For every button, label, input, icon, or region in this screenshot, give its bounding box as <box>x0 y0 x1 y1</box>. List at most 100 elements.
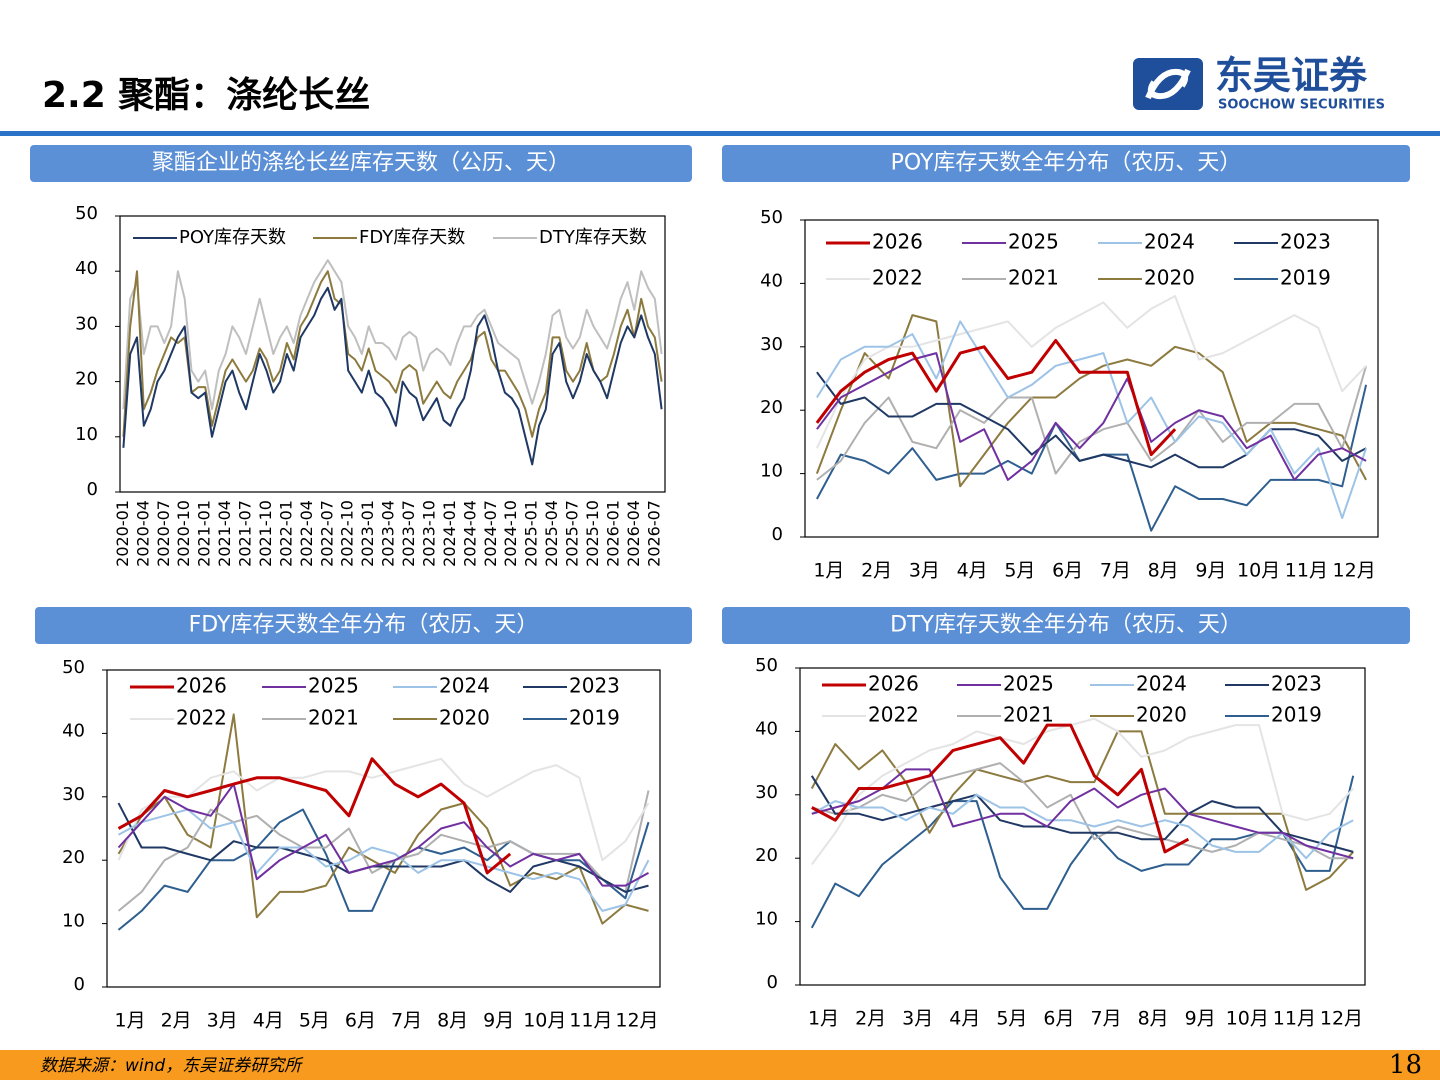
legend-label: POY库存天数 <box>179 227 286 248</box>
legend-label: 2024 <box>1144 230 1195 254</box>
x-tick-label: 6月 <box>1052 560 1083 582</box>
x-tick-label: 11月 <box>1273 1008 1316 1030</box>
x-tick-label: 2021-10 <box>256 500 275 567</box>
series-line <box>117 783 649 887</box>
x-tick-label: 1月 <box>813 560 844 582</box>
x-tick-label: 2021-07 <box>236 500 255 567</box>
series-line <box>816 320 1368 519</box>
x-tick-label: 7月 <box>391 1010 422 1032</box>
legend-label: 2023 <box>1280 230 1331 254</box>
slide-title: 2.2 聚酯：涤纶长丝 <box>42 75 370 116</box>
x-tick-label: 2023-04 <box>379 500 398 567</box>
x-tick-label: 11月 <box>1285 560 1328 582</box>
x-tick-label: 2023-01 <box>358 500 377 567</box>
series-line <box>122 259 663 411</box>
y-tick-label: 30 <box>760 334 783 355</box>
legend-label: 2024 <box>439 674 490 698</box>
x-tick-label: 2022-07 <box>317 500 336 567</box>
x-tick-label: 1月 <box>808 1008 839 1030</box>
x-tick-label: 4月 <box>949 1008 980 1030</box>
x-tick-label: 2026-04 <box>624 500 643 567</box>
x-tick-label: 8月 <box>437 1010 468 1032</box>
page-number: 18 <box>1389 1050 1422 1080</box>
x-tick-label: 2022-04 <box>297 500 316 567</box>
series-line <box>117 757 512 875</box>
logo-icon <box>1133 58 1203 110</box>
x-tick-label: 2025-01 <box>522 500 541 567</box>
x-tick-label: 2024-10 <box>501 500 520 567</box>
legend-label: 2026 <box>872 230 923 254</box>
logo-swirl <box>1145 68 1191 100</box>
x-tick-label: 2026-01 <box>603 500 622 567</box>
series-line <box>811 723 1190 854</box>
series-line <box>816 352 1367 481</box>
y-tick-label: 10 <box>755 909 778 930</box>
legend-label: 2019 <box>1271 703 1322 727</box>
x-tick-label: 2025-07 <box>563 500 582 567</box>
legend-label: 2022 <box>868 703 919 727</box>
y-tick-label: 20 <box>62 847 85 868</box>
series-line <box>117 757 650 862</box>
y-tick-label: 20 <box>755 845 778 866</box>
logo: 东吴证券 SOOCHOW SECURITIES <box>1133 54 1385 113</box>
x-tick-label: 2021-04 <box>215 500 234 567</box>
legend-label: 2022 <box>872 266 923 290</box>
plot-frame <box>804 219 1379 538</box>
y-tick-label: 30 <box>755 782 778 803</box>
x-tick-label: 12月 <box>1320 1008 1363 1030</box>
x-tick-label: 3月 <box>902 1008 933 1030</box>
series-line <box>122 270 663 438</box>
legend-label: 2025 <box>1008 230 1059 254</box>
legend-label: 2021 <box>1003 703 1054 727</box>
x-tick-label: 10月 <box>1237 560 1280 582</box>
series-line <box>811 793 1354 860</box>
legend-label: 2024 <box>1136 672 1187 696</box>
legend-label: 2026 <box>176 674 227 698</box>
x-tick-label: 2021-01 <box>195 500 214 567</box>
x-tick-label: 7月 <box>1090 1008 1121 1030</box>
legend-label: 2026 <box>868 672 919 696</box>
x-tick-label: 3月 <box>207 1010 238 1032</box>
x-tick-label: 4月 <box>253 1010 284 1032</box>
x-tick-label: 6月 <box>1043 1008 1074 1030</box>
series-line <box>811 762 1354 860</box>
x-tick-label: 9月 <box>1185 1008 1216 1030</box>
y-tick-label: 40 <box>755 718 778 739</box>
legend-label: 2022 <box>176 706 227 730</box>
y-tick-label: 50 <box>75 203 98 224</box>
y-tick-label: 50 <box>62 657 85 678</box>
series-line <box>122 286 663 466</box>
series-line <box>810 775 1354 853</box>
x-tick-label: 7月 <box>1100 560 1131 582</box>
y-tick-label: 0 <box>74 974 85 995</box>
x-tick-label: 5月 <box>996 1008 1027 1030</box>
x-tick-label: 2020-10 <box>174 500 193 567</box>
x-tick-label: 12月 <box>1333 560 1376 582</box>
x-tick-label: 8月 <box>1138 1008 1169 1030</box>
y-tick-label: 40 <box>760 270 783 291</box>
series-line <box>816 371 1367 469</box>
x-tick-label: 2023-10 <box>419 500 438 567</box>
legend-label: FDY库存天数 <box>359 227 465 248</box>
y-tick-label: 50 <box>760 207 783 228</box>
x-tick-label: 8月 <box>1148 560 1179 582</box>
x-tick-label: 5月 <box>299 1010 330 1032</box>
panel-header <box>30 145 692 182</box>
y-tick-label: 0 <box>772 524 783 545</box>
x-tick-label: 2024-04 <box>460 500 479 567</box>
legend-label: 2020 <box>439 706 490 730</box>
y-tick-label: 40 <box>75 258 98 279</box>
x-tick-label: 1月 <box>114 1010 145 1032</box>
legend-label: 2025 <box>1003 672 1054 696</box>
series-line <box>117 808 650 931</box>
series-line <box>118 808 650 912</box>
legend-label: 2025 <box>308 674 359 698</box>
series-line <box>810 730 1354 891</box>
y-tick-label: 30 <box>75 313 98 334</box>
plot-frame <box>119 215 666 493</box>
series-line <box>815 295 1367 449</box>
legend-label: DTY库存天数 <box>539 227 647 248</box>
logo-en: SOOCHOW SECURITIES <box>1218 98 1385 113</box>
x-tick-label: 11月 <box>569 1010 612 1032</box>
